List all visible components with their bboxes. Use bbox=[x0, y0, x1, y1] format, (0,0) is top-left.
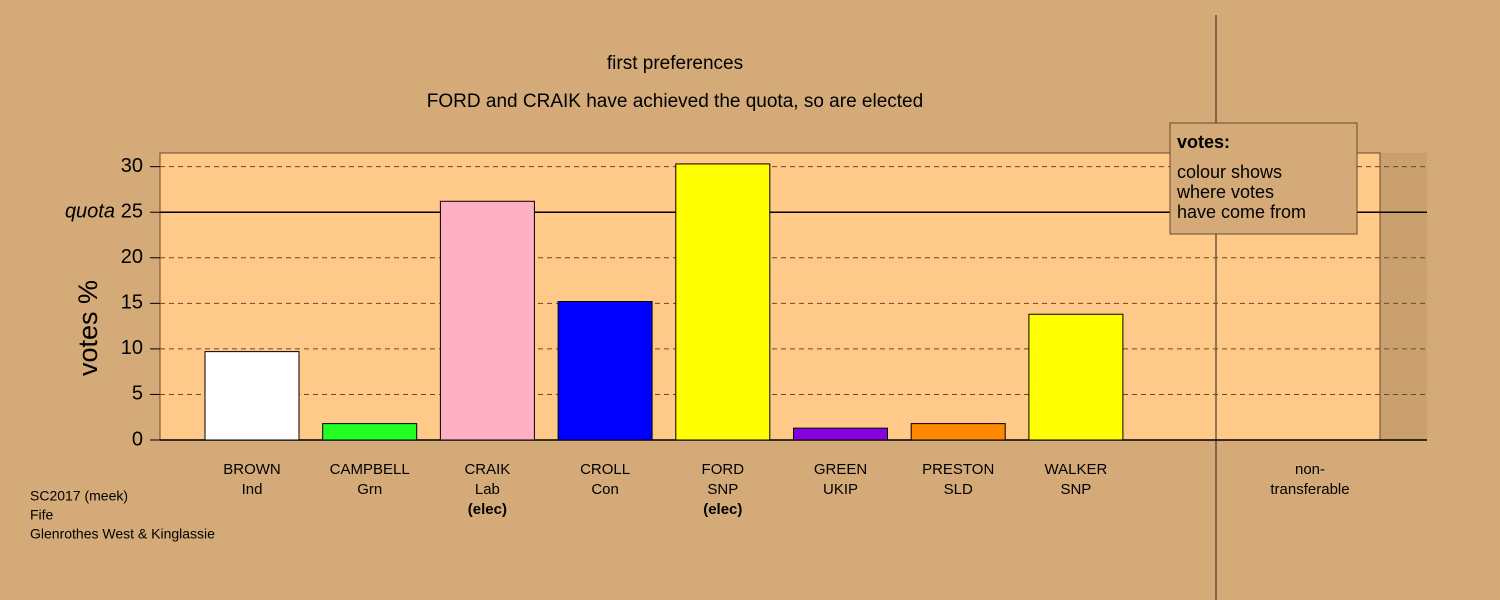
bar bbox=[675, 163, 771, 441]
x-tick-label: CROLL bbox=[580, 461, 630, 478]
x-tick-party: UKIP bbox=[823, 481, 858, 498]
footnote: SC2017 (meek) bbox=[30, 488, 128, 504]
x-tick-party: SLD bbox=[944, 481, 973, 498]
bar bbox=[439, 200, 535, 441]
legend-title: votes: bbox=[1177, 132, 1230, 152]
x-tick-party: Lab bbox=[475, 481, 500, 498]
bar bbox=[204, 351, 300, 441]
plot-margin bbox=[1380, 153, 1427, 440]
y-tick-label: 0 bbox=[132, 428, 143, 450]
x-tick-label: non- bbox=[1295, 461, 1325, 478]
y-tick-label: 15 bbox=[121, 292, 143, 314]
x-tick-label: CAMPBELL bbox=[330, 461, 410, 478]
x-tick-label: CRAIK bbox=[464, 461, 510, 478]
bar bbox=[557, 301, 653, 441]
x-tick-party: Ind bbox=[242, 481, 263, 498]
y-tick-label: 20 bbox=[121, 246, 143, 268]
y-axis-label: votes % bbox=[73, 280, 103, 376]
legend-text: where votes bbox=[1176, 182, 1274, 202]
y-tick-label: 5 bbox=[132, 383, 143, 405]
x-tick-label: WALKER bbox=[1045, 461, 1108, 478]
x-tick-party: transferable bbox=[1270, 481, 1349, 498]
y-tick-label: 25 bbox=[121, 201, 143, 223]
bar bbox=[793, 427, 888, 441]
x-tick-party: SNP bbox=[1060, 481, 1091, 498]
chart-subtitle: FORD and CRAIK have achieved the quota, … bbox=[427, 91, 923, 112]
quota-label: quota bbox=[65, 201, 115, 223]
legend-text: colour shows bbox=[1177, 162, 1282, 182]
bar bbox=[322, 423, 418, 441]
y-tick-label: 10 bbox=[121, 337, 143, 359]
chart-title: first preferences bbox=[607, 53, 743, 74]
x-tick-label: BROWN bbox=[223, 461, 281, 478]
legend-box bbox=[1169, 122, 1358, 235]
x-tick-party: Grn bbox=[357, 481, 382, 498]
x-tick-party: Con bbox=[591, 481, 619, 498]
x-tick-note: (elec) bbox=[703, 501, 742, 518]
y-tick-label: 30 bbox=[121, 155, 143, 177]
x-tick-party: SNP bbox=[707, 481, 738, 498]
x-tick-label: FORD bbox=[702, 461, 745, 478]
footnote: Glenrothes West & Kinglassie bbox=[30, 526, 215, 542]
x-tick-note: (elec) bbox=[468, 501, 507, 518]
bar bbox=[910, 423, 1006, 441]
bar bbox=[1028, 313, 1124, 441]
x-tick-label: GREEN bbox=[814, 461, 867, 478]
footnote: Fife bbox=[30, 507, 54, 523]
legend-text: have come from bbox=[1177, 202, 1306, 222]
x-tick-label: PRESTON bbox=[922, 461, 994, 478]
